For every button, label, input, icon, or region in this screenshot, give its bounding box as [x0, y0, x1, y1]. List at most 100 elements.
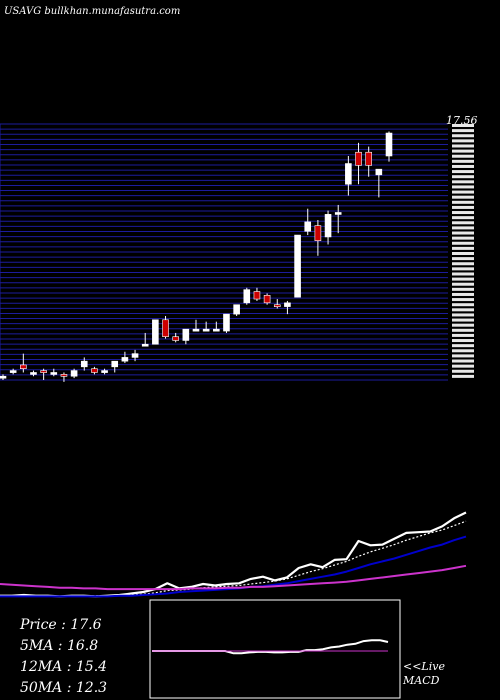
- tick-label-mark: [452, 231, 474, 235]
- tick-label-mark: [452, 298, 474, 302]
- candle-body: [273, 304, 281, 308]
- tick-label-mark: [452, 354, 474, 358]
- candle-body: [192, 328, 200, 332]
- macd-live-label: <<Live: [403, 660, 445, 673]
- price-grid: [0, 123, 448, 381]
- candle-body: [172, 336, 179, 341]
- tick-label-mark: [452, 257, 474, 261]
- candle-body: [263, 294, 271, 304]
- tick-label-mark: [452, 226, 474, 230]
- tick-label-mark: [452, 267, 474, 271]
- ma50-label: 50MA : 12.3: [20, 680, 107, 696]
- tick-label-mark: [452, 328, 474, 332]
- tick-label-mark: [452, 318, 474, 322]
- tick-label-mark: [452, 241, 474, 245]
- candle-body: [284, 302, 291, 307]
- ma5-label: 5MA : 16.8: [20, 638, 98, 654]
- tick-label-mark: [452, 175, 474, 179]
- tick-label-mark: [452, 149, 474, 153]
- candle-body: [365, 151, 372, 166]
- tick-label-mark: [452, 369, 474, 373]
- tick-label-mark: [452, 139, 474, 143]
- tick-label-mark: [452, 374, 474, 378]
- tick-label-mark: [452, 200, 474, 204]
- tick-label-mark: [452, 303, 474, 307]
- candle-body: [375, 168, 383, 176]
- tick-label-mark: [452, 159, 474, 163]
- price-label: Price : 17.6: [19, 617, 102, 633]
- tick-label-mark: [452, 339, 474, 343]
- tick-label-mark: [452, 252, 474, 255]
- tick-label-mark: [452, 359, 474, 363]
- tick-label-mark: [452, 262, 474, 266]
- tick-label-mark: [452, 154, 474, 158]
- tick-label-mark: [452, 287, 474, 291]
- tick-label-mark: [452, 333, 474, 337]
- candle-body: [345, 163, 352, 185]
- tick-label-mark: [452, 236, 474, 240]
- info-box: Price : 17.6 5MA : 16.8 12MA : 15.4 50MA…: [0, 600, 150, 700]
- tick-label-mark: [452, 180, 474, 184]
- ma-long-line: [0, 564, 467, 591]
- tick-label-mark: [452, 190, 474, 194]
- candle-body: [30, 372, 37, 375]
- candle-body: [101, 370, 108, 373]
- candle-body: [91, 368, 98, 373]
- candles: [0, 131, 393, 382]
- candle-body: [152, 319, 159, 345]
- candle-body: [324, 214, 332, 238]
- tick-label-mark: [452, 277, 474, 281]
- candle-body: [60, 374, 68, 377]
- candle-body: [162, 319, 169, 338]
- macd-frame: [149, 599, 401, 699]
- candle-body: [385, 132, 393, 157]
- tick-label-mark: [452, 211, 474, 215]
- candle-body: [182, 328, 190, 341]
- tick-label-mark: [452, 134, 474, 138]
- tick-label-mark: [452, 164, 474, 168]
- tick-label-mark: [452, 344, 474, 348]
- site-title: USAVG bullkhan.munafasutra.com: [4, 6, 180, 17]
- tick-label-mark: [452, 170, 474, 174]
- tick-label-mark: [452, 349, 474, 353]
- candle-body: [243, 289, 251, 304]
- candle-body: [70, 370, 78, 377]
- candle-body: [314, 225, 322, 242]
- tick-label-mark: [452, 185, 474, 189]
- macd-label: MACD: [402, 674, 440, 687]
- candle-body: [223, 313, 230, 332]
- candle-body: [50, 372, 58, 375]
- candle-body: [20, 364, 27, 370]
- tick-label-mark: [452, 364, 474, 368]
- candle-body: [213, 328, 220, 332]
- tick-label-mark: [452, 282, 474, 286]
- candle-body: [80, 360, 88, 368]
- tick-label-mark: [452, 195, 474, 199]
- candle-body: [40, 370, 47, 373]
- ma-mid-line: [0, 535, 467, 598]
- tick-label-mark: [452, 292, 474, 296]
- candle-body: [233, 304, 240, 315]
- candle-body: [355, 151, 362, 166]
- tick-label-mark: [452, 308, 474, 312]
- tick-label-mark: [452, 216, 474, 220]
- candle-body: [334, 212, 342, 215]
- candle-body: [131, 353, 139, 358]
- price-panel: 17.56: [0, 114, 478, 382]
- candle-body: [9, 370, 17, 373]
- tick-label-mark: [452, 205, 474, 209]
- macd-panel: <<Live MACD: [149, 599, 445, 699]
- tick-label-mark: [452, 221, 474, 225]
- last-price-label: 17.56: [446, 114, 478, 127]
- tick-label-mark: [452, 129, 474, 133]
- tick-label-mark: [452, 323, 474, 327]
- candle-body: [111, 360, 119, 368]
- tick-label-mark: [452, 124, 474, 127]
- tick-label-mark: [452, 246, 474, 250]
- price-tick-labels: [452, 124, 474, 378]
- candle-body: [202, 328, 210, 332]
- candle-body: [0, 375, 7, 379]
- candle-body: [294, 234, 301, 298]
- tick-label-mark: [452, 144, 474, 148]
